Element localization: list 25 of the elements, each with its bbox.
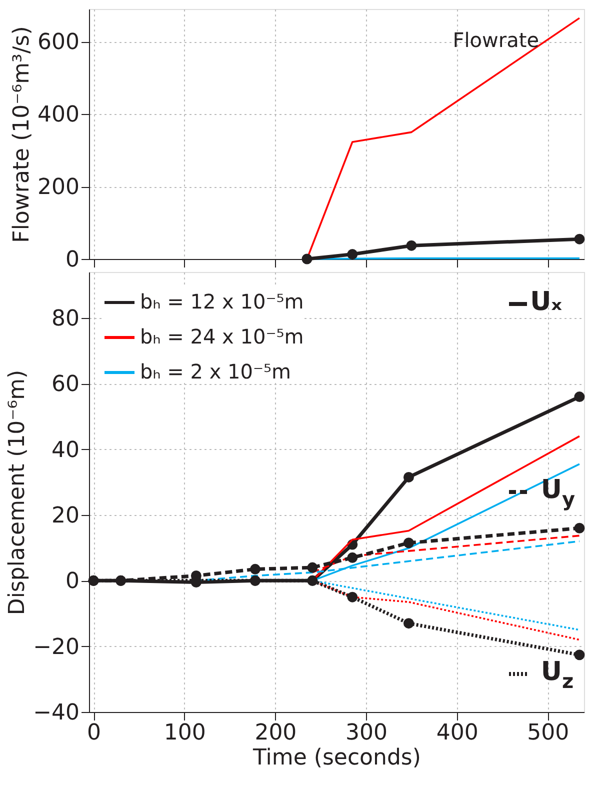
- annotation: Flowrate: [452, 28, 539, 52]
- y-tick-label: 200: [38, 175, 80, 200]
- x-tick-label: 100: [164, 720, 206, 746]
- x-tick-label: 300: [346, 720, 388, 746]
- y-tick-label: −20: [33, 634, 80, 660]
- annotation: Uₓ: [530, 287, 562, 317]
- y-tick-label: 0: [66, 248, 80, 272]
- x-axis-title: Time (seconds): [252, 746, 421, 770]
- y-tick-label: 600: [38, 30, 80, 56]
- y-tick-label: 60: [52, 372, 80, 398]
- x-tick-label: 500: [527, 720, 570, 746]
- y-tick-label: 40: [52, 438, 80, 463]
- legend-label: bₕ = 2 x 10⁻⁵m: [140, 360, 292, 384]
- x-tick-label: 0: [87, 720, 102, 746]
- y-axis-title: Flowrate (10⁻⁶m³/s): [10, 26, 35, 243]
- x-tick-label: 200: [254, 720, 297, 746]
- y-tick-label: 20: [52, 503, 80, 528]
- legend-label: bₕ = 24 x 10⁻⁵m: [140, 324, 304, 348]
- y-tick-label: −40: [33, 700, 80, 726]
- y-tick-label: 80: [52, 306, 80, 332]
- legend-label: bₕ = 12 x 10⁻⁵m: [140, 290, 304, 314]
- y-tick-label: 0: [66, 569, 80, 594]
- y-axis-title: Displacement (10⁻⁶m): [5, 370, 30, 616]
- x-tick-label: 400: [436, 720, 478, 746]
- y-tick-label: 400: [38, 102, 80, 128]
